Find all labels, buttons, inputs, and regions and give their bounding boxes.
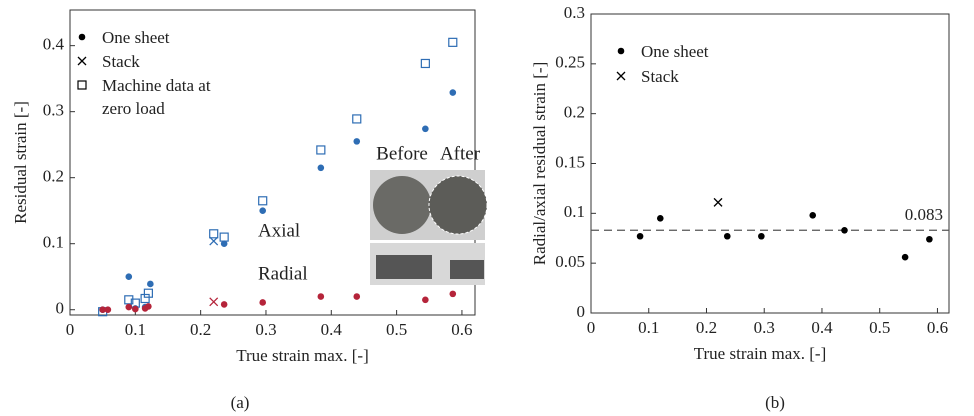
x-tick-label: 0.3 — [754, 318, 775, 337]
y-tick-label: 0.2 — [43, 167, 64, 186]
point — [220, 301, 228, 308]
x-axis-label: True strain max. [-] — [694, 344, 827, 363]
point — [758, 232, 765, 240]
point — [353, 138, 361, 145]
point — [616, 71, 626, 81]
point — [125, 273, 133, 281]
y-tick-label: 0.15 — [555, 152, 585, 171]
point — [147, 280, 154, 288]
y-tick-label: 0 — [577, 302, 586, 321]
series-label: Radial — [258, 263, 308, 284]
panel-label: (a) — [231, 393, 250, 412]
legend-label: Stack — [641, 67, 679, 86]
x-tick-label: 0.4 — [321, 320, 343, 339]
x-tick-label: 0.1 — [125, 320, 146, 339]
point — [926, 235, 933, 243]
point — [219, 232, 229, 242]
x-tick-label: 0.6 — [927, 318, 948, 337]
disc-before — [373, 176, 431, 234]
x-marker-stroke — [713, 197, 723, 207]
x-tick-label: 0 — [587, 318, 596, 337]
stack-after — [450, 260, 484, 279]
point — [422, 125, 429, 133]
point — [841, 226, 848, 234]
point — [617, 47, 625, 55]
point — [723, 232, 731, 240]
x-marker-stroke — [616, 71, 626, 81]
y-tick-label: 0.25 — [555, 53, 585, 72]
legend-label: One sheet — [102, 28, 170, 47]
x-tick-label: 0.2 — [190, 320, 211, 339]
point — [209, 229, 219, 239]
inset-label: Before — [376, 143, 428, 164]
point — [901, 253, 909, 261]
y-axis-label: Radial/axial residual strain [-] — [530, 62, 549, 265]
point — [317, 293, 325, 300]
point — [104, 306, 112, 314]
point — [145, 303, 152, 310]
point — [140, 293, 150, 304]
x-axis-label: True strain max. [-] — [236, 346, 369, 365]
legend-label: Stack — [102, 52, 140, 71]
point — [143, 288, 153, 298]
point — [449, 89, 457, 96]
x-tick-label: 0.2 — [696, 318, 717, 337]
series-label: Axial — [258, 220, 300, 241]
point — [809, 212, 817, 219]
point — [77, 56, 87, 66]
disc-after — [428, 175, 488, 235]
point — [422, 296, 429, 304]
y-tick-label: 0.1 — [43, 233, 64, 252]
x-tick-label: 0.1 — [638, 318, 659, 337]
point — [78, 33, 86, 41]
point — [420, 58, 430, 69]
y-tick-label: 0 — [56, 299, 65, 318]
y-tick-label: 0.1 — [564, 202, 585, 221]
point — [258, 196, 268, 206]
legend-label: Machine data at zero load — [102, 76, 211, 118]
point — [209, 297, 219, 307]
point — [259, 299, 267, 306]
plot-frame — [69, 9, 476, 316]
point — [713, 197, 723, 207]
y-tick-label: 0.3 — [43, 101, 64, 120]
point — [448, 37, 458, 47]
x-tick-label: 0.5 — [386, 320, 407, 339]
inset-photo — [370, 170, 488, 285]
y-tick-label: 0.3 — [564, 3, 585, 22]
point — [99, 306, 106, 314]
panel-label: (b) — [765, 393, 785, 412]
point — [132, 305, 139, 313]
stack-before — [376, 255, 432, 279]
point — [125, 303, 133, 311]
y-tick-label: 0.4 — [43, 35, 65, 54]
inset-label: After — [440, 143, 481, 164]
point — [220, 240, 228, 248]
x-marker-stroke — [77, 56, 87, 66]
x-tick-label: 0.6 — [451, 320, 472, 339]
x-tick-label: 0.4 — [811, 318, 833, 337]
y-axis-label: Residual strain [-] — [11, 101, 30, 224]
x-marker-stroke — [209, 297, 219, 307]
point — [77, 80, 87, 90]
legend-label: One sheet — [641, 42, 709, 61]
point — [316, 145, 326, 155]
x-tick-label: 0 — [66, 320, 75, 339]
point — [259, 207, 267, 214]
point — [449, 290, 457, 298]
y-tick-label: 0.05 — [555, 252, 585, 271]
point — [317, 164, 325, 172]
y-tick-label: 0.2 — [564, 103, 585, 122]
x-tick-label: 0.3 — [255, 320, 276, 339]
reference-label: 0.083 — [905, 205, 943, 224]
point — [636, 232, 644, 240]
point — [656, 215, 664, 222]
point — [353, 293, 361, 300]
point — [352, 114, 362, 124]
x-tick-label: 0.5 — [869, 318, 890, 337]
